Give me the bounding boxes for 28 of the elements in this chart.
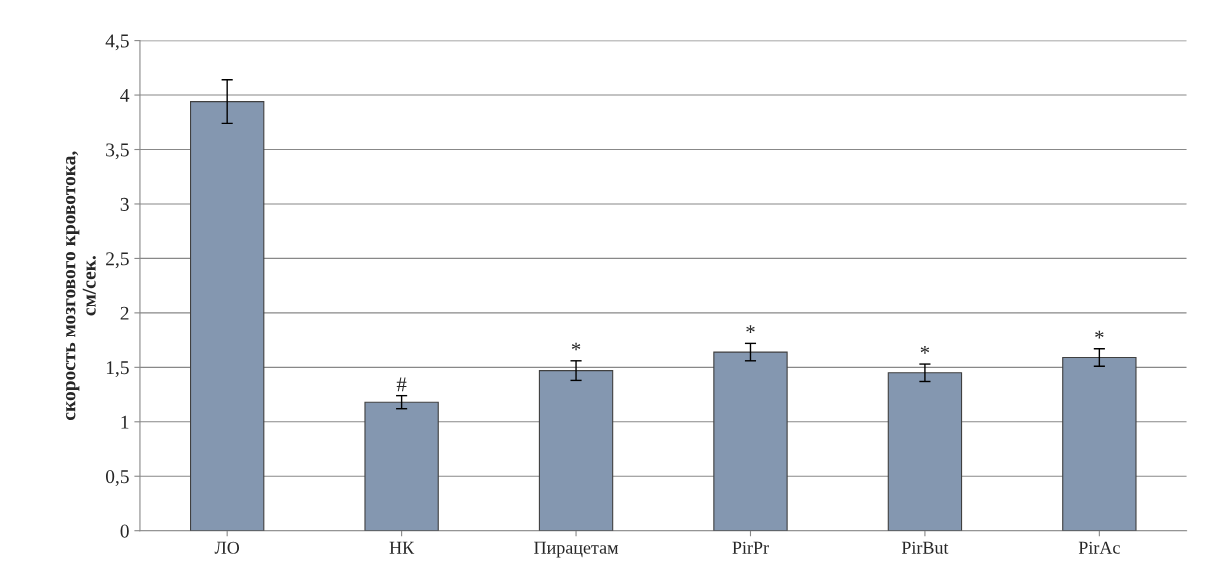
y-tick-label: 0 [120, 524, 129, 538]
y-tick-label: 2,5 [106, 252, 129, 269]
y-tick-label: 1 [121, 415, 129, 429]
x-tick-label: PirAc [1078, 541, 1120, 554]
y-tick-label: 3 [120, 197, 129, 211]
y-tick-label: 4,5 [105, 34, 129, 51]
bar [364, 401, 439, 531]
x-tick-label: PirPr [732, 541, 769, 554]
y-tick-label: 3,5 [106, 143, 129, 160]
x-tick-label: ЛО [214, 541, 240, 554]
x-tick-label: PirBut [901, 541, 949, 554]
y-axis-title: скорость мозгового кровотока, см/сек. [66, 151, 96, 420]
annotation: * [1095, 330, 1104, 339]
annotation: * [571, 342, 581, 351]
bar [538, 370, 614, 531]
bar [1062, 356, 1137, 531]
x-tick-label: Пирацетам [534, 541, 619, 558]
y-tick-label: 4 [120, 89, 130, 102]
annotation: # [396, 377, 407, 392]
bar [713, 351, 788, 531]
x-tick-label: НК [389, 541, 415, 554]
annotation: * [920, 345, 930, 354]
bar [189, 101, 265, 531]
bar [887, 372, 963, 531]
y-tick-label: 2 [120, 306, 129, 320]
y-tick-label: 1,5 [106, 361, 129, 378]
annotation: * [746, 325, 755, 333]
y-tick-label: 0,5 [105, 470, 129, 486]
